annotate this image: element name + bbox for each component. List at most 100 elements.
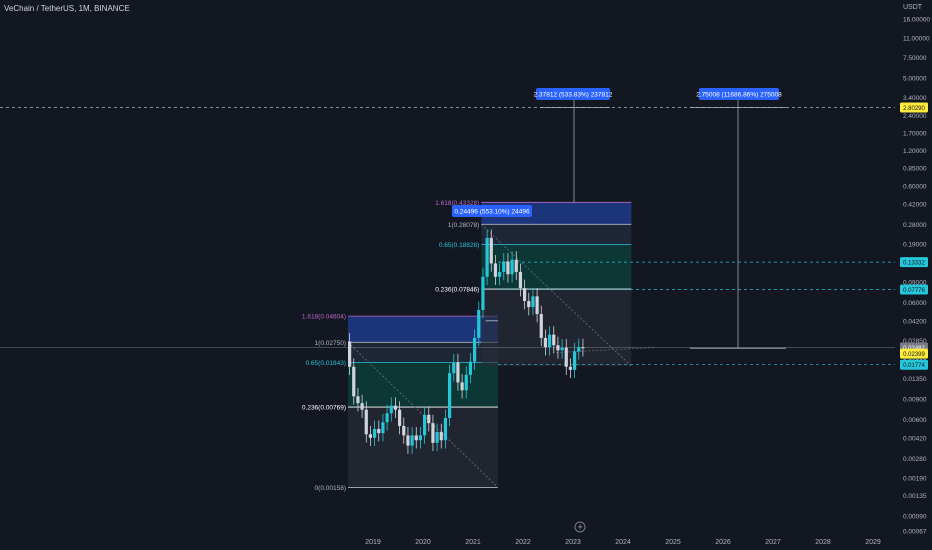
candle-body [398,409,402,426]
fib-label: 0.65(0.01843) [306,360,346,367]
callouts: 0.24496 (553.10%) 24496 2.37812 (533.83%)… [452,88,782,217]
candle-body [348,341,352,367]
candle-body [452,362,456,374]
candle-body [581,347,585,349]
price-tick: 0.04200 [903,318,927,325]
candle-body [518,271,523,289]
price-tick: 0.00600 [903,417,927,424]
candle-body [523,288,527,302]
candle-body [556,345,560,351]
candle-body [402,425,406,436]
fib-label: 1(0.02750) [315,340,346,347]
fib-label: 0.236(0.00769) [302,405,346,412]
price-tick: 16.00000 [903,17,930,24]
candle-body [485,237,489,277]
price-tick: 0.06000 [903,300,927,307]
price-tick: 0.02850 [903,338,927,345]
measure-callout-text: 0.24496 (553.10%) 24496 [454,209,530,216]
candle-body [473,337,477,362]
lightning-icon[interactable] [574,521,586,533]
measure-callout-text: 2.37812 (533.83%) 237812 [534,92,613,99]
axis-unit-label: USDT [903,4,923,11]
candle-body [502,261,506,272]
candle-body [468,361,473,375]
price-tick: 0.00900 [903,397,927,404]
candle-body [448,373,452,418]
guide-lines [0,99,895,366]
candle-body [577,347,581,352]
candle-body [489,237,493,264]
price-tag [900,257,928,268]
candle-body [360,403,364,410]
year-tick: 2028 [815,539,831,546]
measure-callout [536,88,610,100]
price-tick: 11.00000 [903,36,930,43]
price-tick: 1.70000 [903,130,927,137]
candle-body [418,435,423,441]
price-tick: 0.00067 [903,528,927,535]
candle-body [373,428,377,438]
candle-body [364,409,368,435]
year-tick: 2023 [565,539,581,546]
candle-body [356,396,360,404]
fib-label: 1(0.28078) [448,222,479,229]
year-tick: 2022 [515,539,531,546]
candle-body [464,374,468,391]
year-tick: 2025 [665,539,681,546]
price-tag [900,359,928,370]
candle-body [414,435,418,441]
candle-body [539,314,543,338]
fib-labels: 1.618(0.04604) 1(0.02750) 0.65(0.01843) 0.2… [302,200,479,492]
price-tick: 0.00135 [903,493,927,500]
candle-body [460,382,464,391]
fib-label: 0.65(0.18828) [439,242,479,249]
year-tick: 2021 [465,539,481,546]
price-tag-text: 2.80290 [903,106,925,112]
candle-body [514,259,518,272]
time-axis[interactable]: 2019 2020 2021 2022 2023 2024 2025 2026 2027 2028… [365,539,881,546]
price-tick: 0.60000 [903,183,927,190]
candle-body [389,405,393,414]
price-tick: 0.19000 [903,242,927,249]
price-axis[interactable]: 16.00000 11.00000 7.50000 5.00000 3.40000 2.4… [903,17,930,536]
fib-label: 1.618(0.04604) [302,314,346,321]
candle-body [377,428,381,434]
price-tag [900,284,928,295]
candle-body [456,362,460,383]
price-tick: 0.01350 [903,376,927,383]
year-tick: 2019 [365,539,381,546]
candle-body [564,347,568,367]
price-tick: 5.00000 [903,76,927,83]
candle-body [560,347,564,351]
candle-body [423,414,427,436]
candle-body [527,301,531,308]
price-tag-text: 0.01774 [903,363,925,369]
year-tick: 2029 [865,539,881,546]
candle-body [531,296,535,308]
price-tags: 2.802900.133320.077760.024820.023990.017… [900,102,928,370]
fib-zone-golden [348,362,498,408]
fib-label: 1.618(0.43328) [435,200,479,207]
measure-callout [452,205,532,217]
price-tag [900,102,928,113]
candle-body [439,432,443,441]
candle-body [548,334,552,348]
chart-title: VeChain / TetherUS, 1M, BINANCE [4,4,130,13]
candle-body [510,259,514,275]
year-tick: 2024 [615,539,631,546]
price-tick: 0.85000 [903,166,927,173]
measure-callout-text: 2.75008 (11686.86%) 275008 [696,92,782,99]
fib-zone-base [481,289,632,367]
candle-body [573,351,577,370]
price-tick: 0.00090 [903,514,927,521]
price-tick: 0.42000 [903,201,927,208]
price-tag [900,348,928,359]
price-tick: 3.40000 [903,95,927,102]
candle-body [498,271,502,277]
candle-body [443,417,448,441]
candle-body [493,263,498,277]
fib-label: 0(0.00158) [315,485,346,492]
price-tag-text: 0.07776 [903,288,925,294]
candle-body [568,366,573,370]
